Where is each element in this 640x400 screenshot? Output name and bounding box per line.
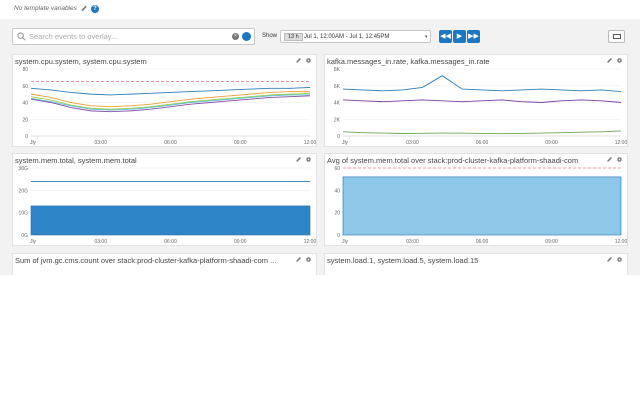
pencil-icon[interactable] xyxy=(295,57,302,64)
x-tick-label: 06:00 xyxy=(476,140,489,146)
gear-icon[interactable] xyxy=(616,256,623,263)
series-line xyxy=(342,130,622,135)
panel-avg-mem-total[interactable]: Avg of system.mem.total over stack:prod-… xyxy=(324,153,628,246)
y-tick-label: 40 xyxy=(334,188,340,194)
chevron-down-icon: ▾ xyxy=(425,34,428,40)
time-range-text: Jul 1, 12:00AM - Jul 1, 12:45PM xyxy=(304,34,390,40)
gear-icon[interactable] xyxy=(305,57,312,64)
y-tick-label: 4K xyxy=(334,101,341,107)
y-tick-label: 8K xyxy=(334,67,341,73)
x-tick-label: 06:00 xyxy=(164,239,177,245)
gear-icon[interactable] xyxy=(305,256,312,263)
y-tick-label: 0G xyxy=(21,233,28,239)
x-tick-label: 03:00 xyxy=(94,239,107,245)
avg-mem-area-chart: 0 20 40 60 Jly 03:00 06:00 09:00 12:00 xyxy=(334,166,627,245)
rewind-button[interactable]: ◀◀ xyxy=(439,30,452,43)
panel-title: Avg of system.mem.total over stack:prod-… xyxy=(327,156,579,165)
y-tick-label: 6K xyxy=(334,84,341,90)
x-tick-label: 03:00 xyxy=(406,140,419,146)
search-placeholder: Search events to overlay... xyxy=(29,32,118,41)
pencil-icon[interactable] xyxy=(606,256,613,263)
power-icon[interactable] xyxy=(242,32,251,41)
series-line xyxy=(30,95,311,113)
x-tick-label: 03:00 xyxy=(406,239,419,245)
kafka-line-chart: 0 2K 4K 6K 8K Jly 03:00 06:00 09:00 12:00 xyxy=(334,67,627,146)
panel-title: system.cpu.system, system.cpu.system xyxy=(15,57,147,66)
x-tick-label: Jly xyxy=(342,239,349,245)
series-line xyxy=(30,92,311,110)
y-tick-label: 20 xyxy=(22,117,28,123)
pencil-icon[interactable] xyxy=(80,4,88,13)
x-tick-label: 09:00 xyxy=(234,140,247,146)
panel-title: system.load.1, system.load.5, system.loa… xyxy=(327,256,479,265)
panel-cpu-system[interactable]: system.cpu.system, system.cpu.system 0 20… xyxy=(12,54,317,147)
x-tick-label: 09:00 xyxy=(234,239,247,245)
top-bar: No template variables ? xyxy=(0,0,640,19)
series-line xyxy=(342,99,622,103)
pencil-icon[interactable] xyxy=(606,57,613,64)
panel-title: Sum of jvm.gc.cms.count over stack:prod-… xyxy=(15,256,277,265)
x-tick-label: Jly xyxy=(30,239,37,245)
series-line xyxy=(30,91,310,108)
y-tick-label: 0 xyxy=(25,134,28,140)
keyboard-button[interactable] xyxy=(608,30,625,43)
pencil-icon[interactable] xyxy=(295,256,302,263)
panel-jvm-gc[interactable]: Sum of jvm.gc.cms.count over stack:prod-… xyxy=(12,253,317,275)
x-tick-label: 06:00 xyxy=(164,140,177,146)
series-line xyxy=(30,86,311,96)
panel-kafka-messages[interactable]: kafka.messages_in.rate, kafka.messages_i… xyxy=(324,54,628,147)
x-tick-label: 03:00 xyxy=(94,140,107,146)
y-tick-label: 80 xyxy=(22,67,28,73)
mem-area-chart: 0G 10G 20G 30G Jly 03:00 06:00 09:00 12:00 xyxy=(19,166,316,245)
x-tick-label: Jly xyxy=(342,140,349,146)
cpu-line-chart: 0 20 40 60 80 Jly 03:00 06:00 09:00 12:00 xyxy=(22,67,316,146)
y-tick-label: 0 xyxy=(337,233,340,239)
y-tick-label: 20 xyxy=(334,211,340,217)
gear-icon[interactable] xyxy=(616,57,623,64)
series-line xyxy=(30,94,310,111)
x-tick-label: 12:00 xyxy=(304,239,316,245)
show-label: Show xyxy=(262,33,278,39)
panel-system-load[interactable]: system.load.1, system.load.5, system.loa… xyxy=(324,253,628,275)
series-area xyxy=(342,176,622,236)
y-tick-label: 0 xyxy=(337,134,340,140)
series-area xyxy=(30,205,311,236)
keyboard-icon xyxy=(613,34,621,39)
pencil-icon[interactable] xyxy=(606,156,613,163)
series-line xyxy=(342,75,622,93)
x-tick-label: Jly xyxy=(30,140,37,146)
x-tick-label: 06:00 xyxy=(476,239,489,245)
pencil-icon[interactable] xyxy=(295,156,302,163)
x-tick-label: 12:00 xyxy=(304,140,316,146)
y-tick-label: 20G xyxy=(19,188,29,194)
event-search-input[interactable]: Search events to overlay... × xyxy=(12,28,255,45)
y-tick-label: 2K xyxy=(334,117,341,123)
play-button[interactable]: ▶ xyxy=(453,30,466,43)
y-tick-label: 30G xyxy=(19,166,29,172)
panel-mem-total[interactable]: system.mem.total, system.mem.total 0G 10G… xyxy=(12,153,317,246)
gear-icon[interactable] xyxy=(616,156,623,163)
y-tick-label: 60 xyxy=(22,84,28,90)
duration-chip: 13 h xyxy=(284,33,303,41)
y-tick-label: 10G xyxy=(19,211,29,217)
panel-title: kafka.messages_in.rate, kafka.messages_i… xyxy=(327,57,490,66)
x-tick-label: 12:00 xyxy=(615,239,627,245)
x-tick-label: 09:00 xyxy=(545,239,558,245)
gear-icon[interactable] xyxy=(305,156,312,163)
y-tick-label: 40 xyxy=(22,101,28,107)
panel-title: system.mem.total, system.mem.total xyxy=(15,156,137,165)
fast-forward-button[interactable]: ▶▶ xyxy=(467,30,480,43)
search-icon xyxy=(17,32,26,41)
time-range-select[interactable]: 13 h Jul 1, 12:00AM - Jul 1, 12:45PM ▾ xyxy=(280,30,431,43)
template-variables-label: No template variables xyxy=(14,5,77,12)
x-tick-label: 09:00 xyxy=(545,140,558,146)
x-tick-label: 12:00 xyxy=(615,140,627,146)
help-icon[interactable]: ? xyxy=(91,5,99,13)
y-tick-label: 60 xyxy=(334,166,340,172)
clear-icon[interactable]: × xyxy=(232,33,239,40)
